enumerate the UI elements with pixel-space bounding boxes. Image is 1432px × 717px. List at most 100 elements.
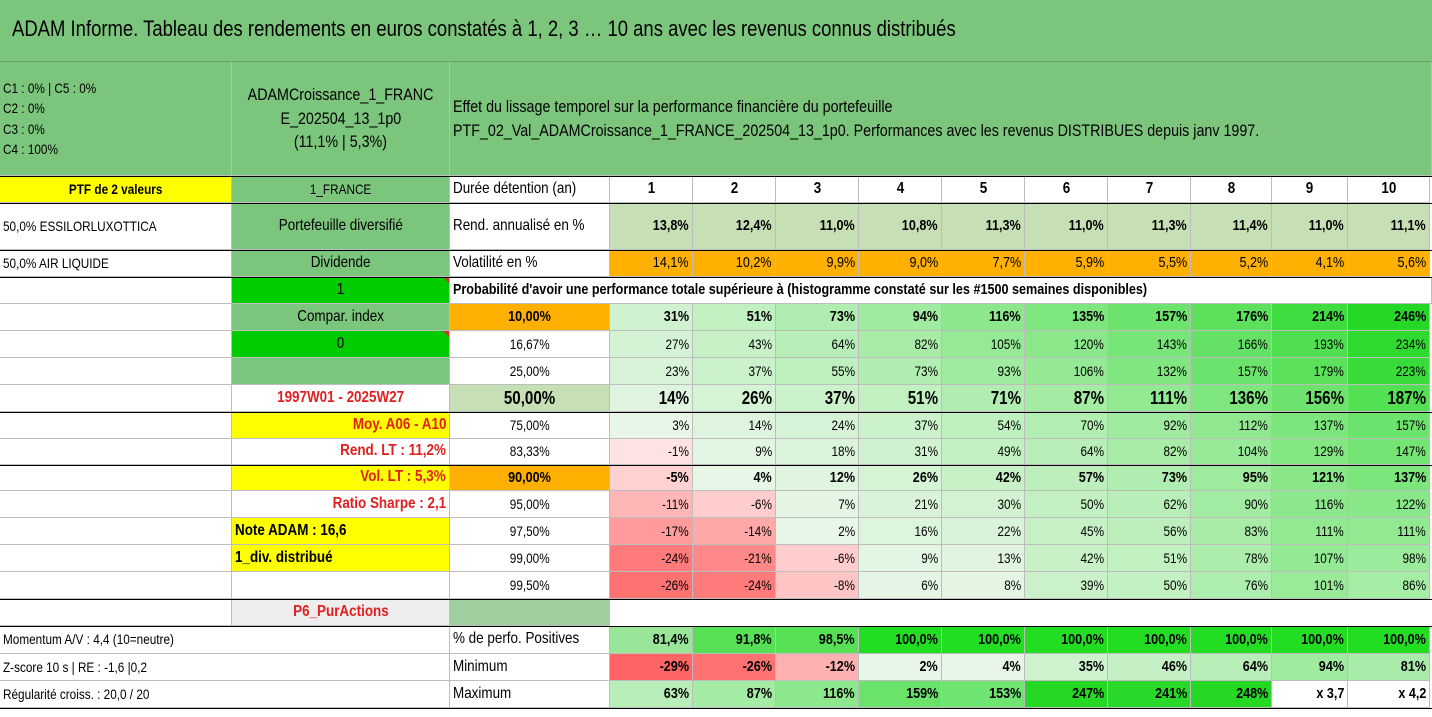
maximum-value: x 4,2	[1348, 681, 1430, 708]
probability-value: 43%	[693, 331, 776, 358]
probability-value: 94%	[859, 304, 942, 331]
probability-value: 51%	[859, 385, 942, 412]
row-separator	[0, 203, 1432, 204]
vol-value: 5,2%	[1191, 250, 1272, 277]
probability-value: 90%	[1191, 491, 1272, 518]
probability-value: 187%	[1348, 385, 1430, 412]
maximum-value: 116%	[776, 681, 859, 708]
empty-left	[0, 385, 232, 412]
portfolio-name-line-1: ADAMCroissance_1_FRANC	[247, 85, 434, 105]
vol-value: 14,1%	[610, 250, 693, 277]
probability-value: 95%	[1191, 465, 1272, 491]
note-adam: Note ADAM : 16,6	[232, 518, 450, 545]
probability-value: 223%	[1348, 358, 1430, 385]
portfolio-name-line-2: E_202504_13_1p0	[280, 108, 401, 128]
probability-value: 26%	[693, 385, 776, 412]
minimum-label: Minimum	[450, 654, 610, 681]
positive-perf-value: 100,0%	[942, 626, 1025, 654]
probability-value: 27%	[610, 331, 693, 358]
probability-value: 82%	[1108, 439, 1191, 465]
portfolio-type: Portefeuille diversifié	[232, 203, 450, 250]
probability-value: 42%	[942, 465, 1025, 491]
rend-label: Rend. annualisé en %	[450, 203, 610, 250]
minimum-value: 64%	[1191, 654, 1272, 681]
header-year-9: 9	[1272, 176, 1348, 203]
probability-value: 23%	[610, 358, 693, 385]
probability-value: 107%	[1272, 545, 1348, 572]
probability-value: 82%	[859, 331, 942, 358]
probability-value: 132%	[1108, 358, 1191, 385]
vol-value: 7,7%	[942, 250, 1025, 277]
probability-title: Probabilité d'avoir une performance tota…	[450, 277, 1348, 304]
portfolio-name: ADAMCroissance_1_FRANC E_202504_13_1p0 (11…	[232, 62, 450, 176]
probability-value: 4%	[693, 465, 776, 491]
probability-value: 8%	[942, 572, 1025, 599]
probability-value: 37%	[693, 358, 776, 385]
probability-value: 21%	[859, 491, 942, 518]
probability-value: 157%	[1191, 358, 1272, 385]
empty-left	[0, 358, 232, 385]
rend-value: 11,0%	[776, 203, 859, 250]
table-description-line-2: PTF_02_Val_ADAMCroissance_1_FRANCE_20250…	[453, 120, 1260, 140]
probability-value: 111%	[1348, 518, 1430, 545]
probability-value: 135%	[1025, 304, 1108, 331]
probability-value: 120%	[1025, 331, 1108, 358]
probability-value: 12%	[776, 465, 859, 491]
row-separator	[0, 176, 1432, 177]
composition-legend-line-3: C3 : 0%	[3, 120, 45, 137]
probability-value: 93%	[942, 358, 1025, 385]
empty-left	[0, 599, 232, 626]
probability-value: 87%	[1025, 385, 1108, 412]
probability-value: 101%	[1272, 572, 1348, 599]
moy-label: Moy. A06 - A10	[232, 412, 450, 439]
maximum-value: 153%	[942, 681, 1025, 708]
positive-perf-value: 100,0%	[1348, 626, 1430, 654]
probability-value: -17%	[610, 518, 693, 545]
probability-value: 116%	[1272, 491, 1348, 518]
header-year-4: 4	[859, 176, 942, 203]
probability-value: -8%	[776, 572, 859, 599]
probability-value: -6%	[693, 491, 776, 518]
header-year-3: 3	[776, 176, 859, 203]
probability-value: 156%	[1272, 385, 1348, 412]
header-year-2: 2	[693, 176, 776, 203]
probability-value: 45%	[1025, 518, 1108, 545]
probability-value: 73%	[776, 304, 859, 331]
dividende-label: Dividende	[232, 250, 450, 277]
probability-value: 2%	[776, 518, 859, 545]
row-separator	[0, 250, 1432, 251]
header-year-1: 1	[610, 176, 693, 203]
probability-value: 70%	[1025, 412, 1108, 439]
probability-value: 73%	[1108, 465, 1191, 491]
probability-value: -14%	[693, 518, 776, 545]
probability-value: 50%	[1025, 491, 1108, 518]
probability-value: 42%	[1025, 545, 1108, 572]
probability-value: 55%	[776, 358, 859, 385]
div-distributed: 1_div. distribué	[232, 545, 450, 572]
probability-value: 246%	[1348, 304, 1430, 331]
probability-value: 37%	[859, 412, 942, 439]
minimum-value: 4%	[942, 654, 1025, 681]
probability-threshold: 83,33%	[450, 439, 610, 465]
minimum-value: 35%	[1025, 654, 1108, 681]
rend-value: 11,3%	[1108, 203, 1191, 250]
probability-value: -26%	[610, 572, 693, 599]
minimum-value: 46%	[1108, 654, 1191, 681]
positive-perf-value: 100,0%	[1272, 626, 1348, 654]
probability-value: 193%	[1272, 331, 1348, 358]
probability-value: 86%	[1348, 572, 1430, 599]
probability-value: 214%	[1272, 304, 1348, 331]
probability-value: 143%	[1108, 331, 1191, 358]
sharpe-ratio: Ratio Sharpe : 2,1	[232, 491, 450, 518]
probability-threshold: 99,00%	[450, 545, 610, 572]
vol-value: 5,5%	[1108, 250, 1191, 277]
probability-value: 9%	[693, 439, 776, 465]
ptf-label: PTF de 2 valeurs	[0, 176, 232, 203]
table-description-line-1: Effet du lissage temporel sur la perform…	[453, 96, 893, 116]
compar-index-value: 0	[232, 331, 450, 358]
positive-perf-left-label: Momentum A/V : 4,4 (10=neutre)	[0, 626, 450, 654]
probability-value: 166%	[1191, 331, 1272, 358]
empty-left	[0, 518, 232, 545]
comment-flag	[443, 277, 449, 283]
